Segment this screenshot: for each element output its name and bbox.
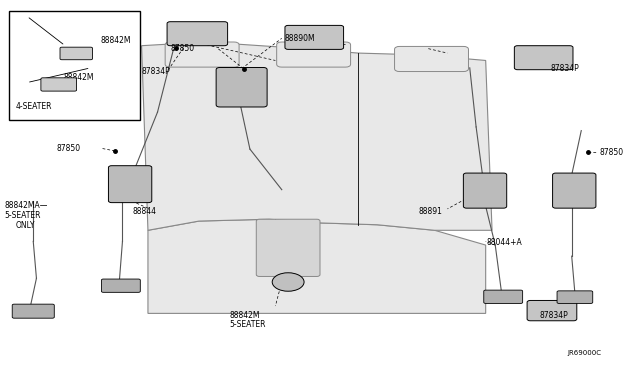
FancyBboxPatch shape — [515, 46, 573, 70]
Text: 88842M: 88842M — [64, 73, 94, 81]
Text: 88891: 88891 — [419, 206, 443, 216]
Text: 5-SEATER: 5-SEATER — [230, 320, 266, 329]
Polygon shape — [141, 42, 492, 230]
Text: ONLY: ONLY — [15, 221, 35, 230]
FancyBboxPatch shape — [216, 67, 267, 107]
Text: 87834P: 87834P — [540, 311, 568, 320]
Text: 88842M: 88842M — [230, 311, 260, 320]
Text: 88044+A: 88044+A — [487, 238, 523, 247]
FancyBboxPatch shape — [285, 25, 344, 49]
Bar — [9, 11, 140, 119]
FancyBboxPatch shape — [394, 46, 468, 71]
FancyBboxPatch shape — [167, 22, 228, 46]
FancyBboxPatch shape — [484, 290, 523, 304]
Circle shape — [272, 273, 304, 291]
FancyBboxPatch shape — [41, 78, 77, 91]
FancyBboxPatch shape — [557, 291, 593, 304]
Text: 87834P: 87834P — [550, 64, 579, 73]
FancyBboxPatch shape — [276, 42, 351, 67]
FancyBboxPatch shape — [552, 173, 596, 208]
Text: 88842MA—: 88842MA— — [4, 201, 48, 210]
Polygon shape — [148, 219, 486, 313]
Text: 87850: 87850 — [57, 144, 81, 153]
FancyBboxPatch shape — [12, 304, 54, 318]
Text: 5-SEATER: 5-SEATER — [4, 211, 41, 220]
Text: 87850: 87850 — [599, 148, 623, 157]
FancyBboxPatch shape — [60, 47, 93, 60]
Text: 87834P: 87834P — [141, 67, 170, 76]
FancyBboxPatch shape — [463, 173, 507, 208]
FancyBboxPatch shape — [101, 279, 140, 292]
Text: 88890M: 88890M — [285, 34, 316, 43]
Text: 4-SEATER: 4-SEATER — [15, 102, 52, 111]
Text: 88842M: 88842M — [100, 36, 131, 45]
Text: 88844: 88844 — [132, 206, 156, 216]
FancyBboxPatch shape — [108, 166, 152, 203]
FancyBboxPatch shape — [527, 301, 577, 321]
FancyBboxPatch shape — [256, 219, 320, 276]
FancyBboxPatch shape — [165, 42, 239, 67]
Text: 87850: 87850 — [170, 44, 195, 53]
Text: JR69000C: JR69000C — [567, 350, 601, 356]
